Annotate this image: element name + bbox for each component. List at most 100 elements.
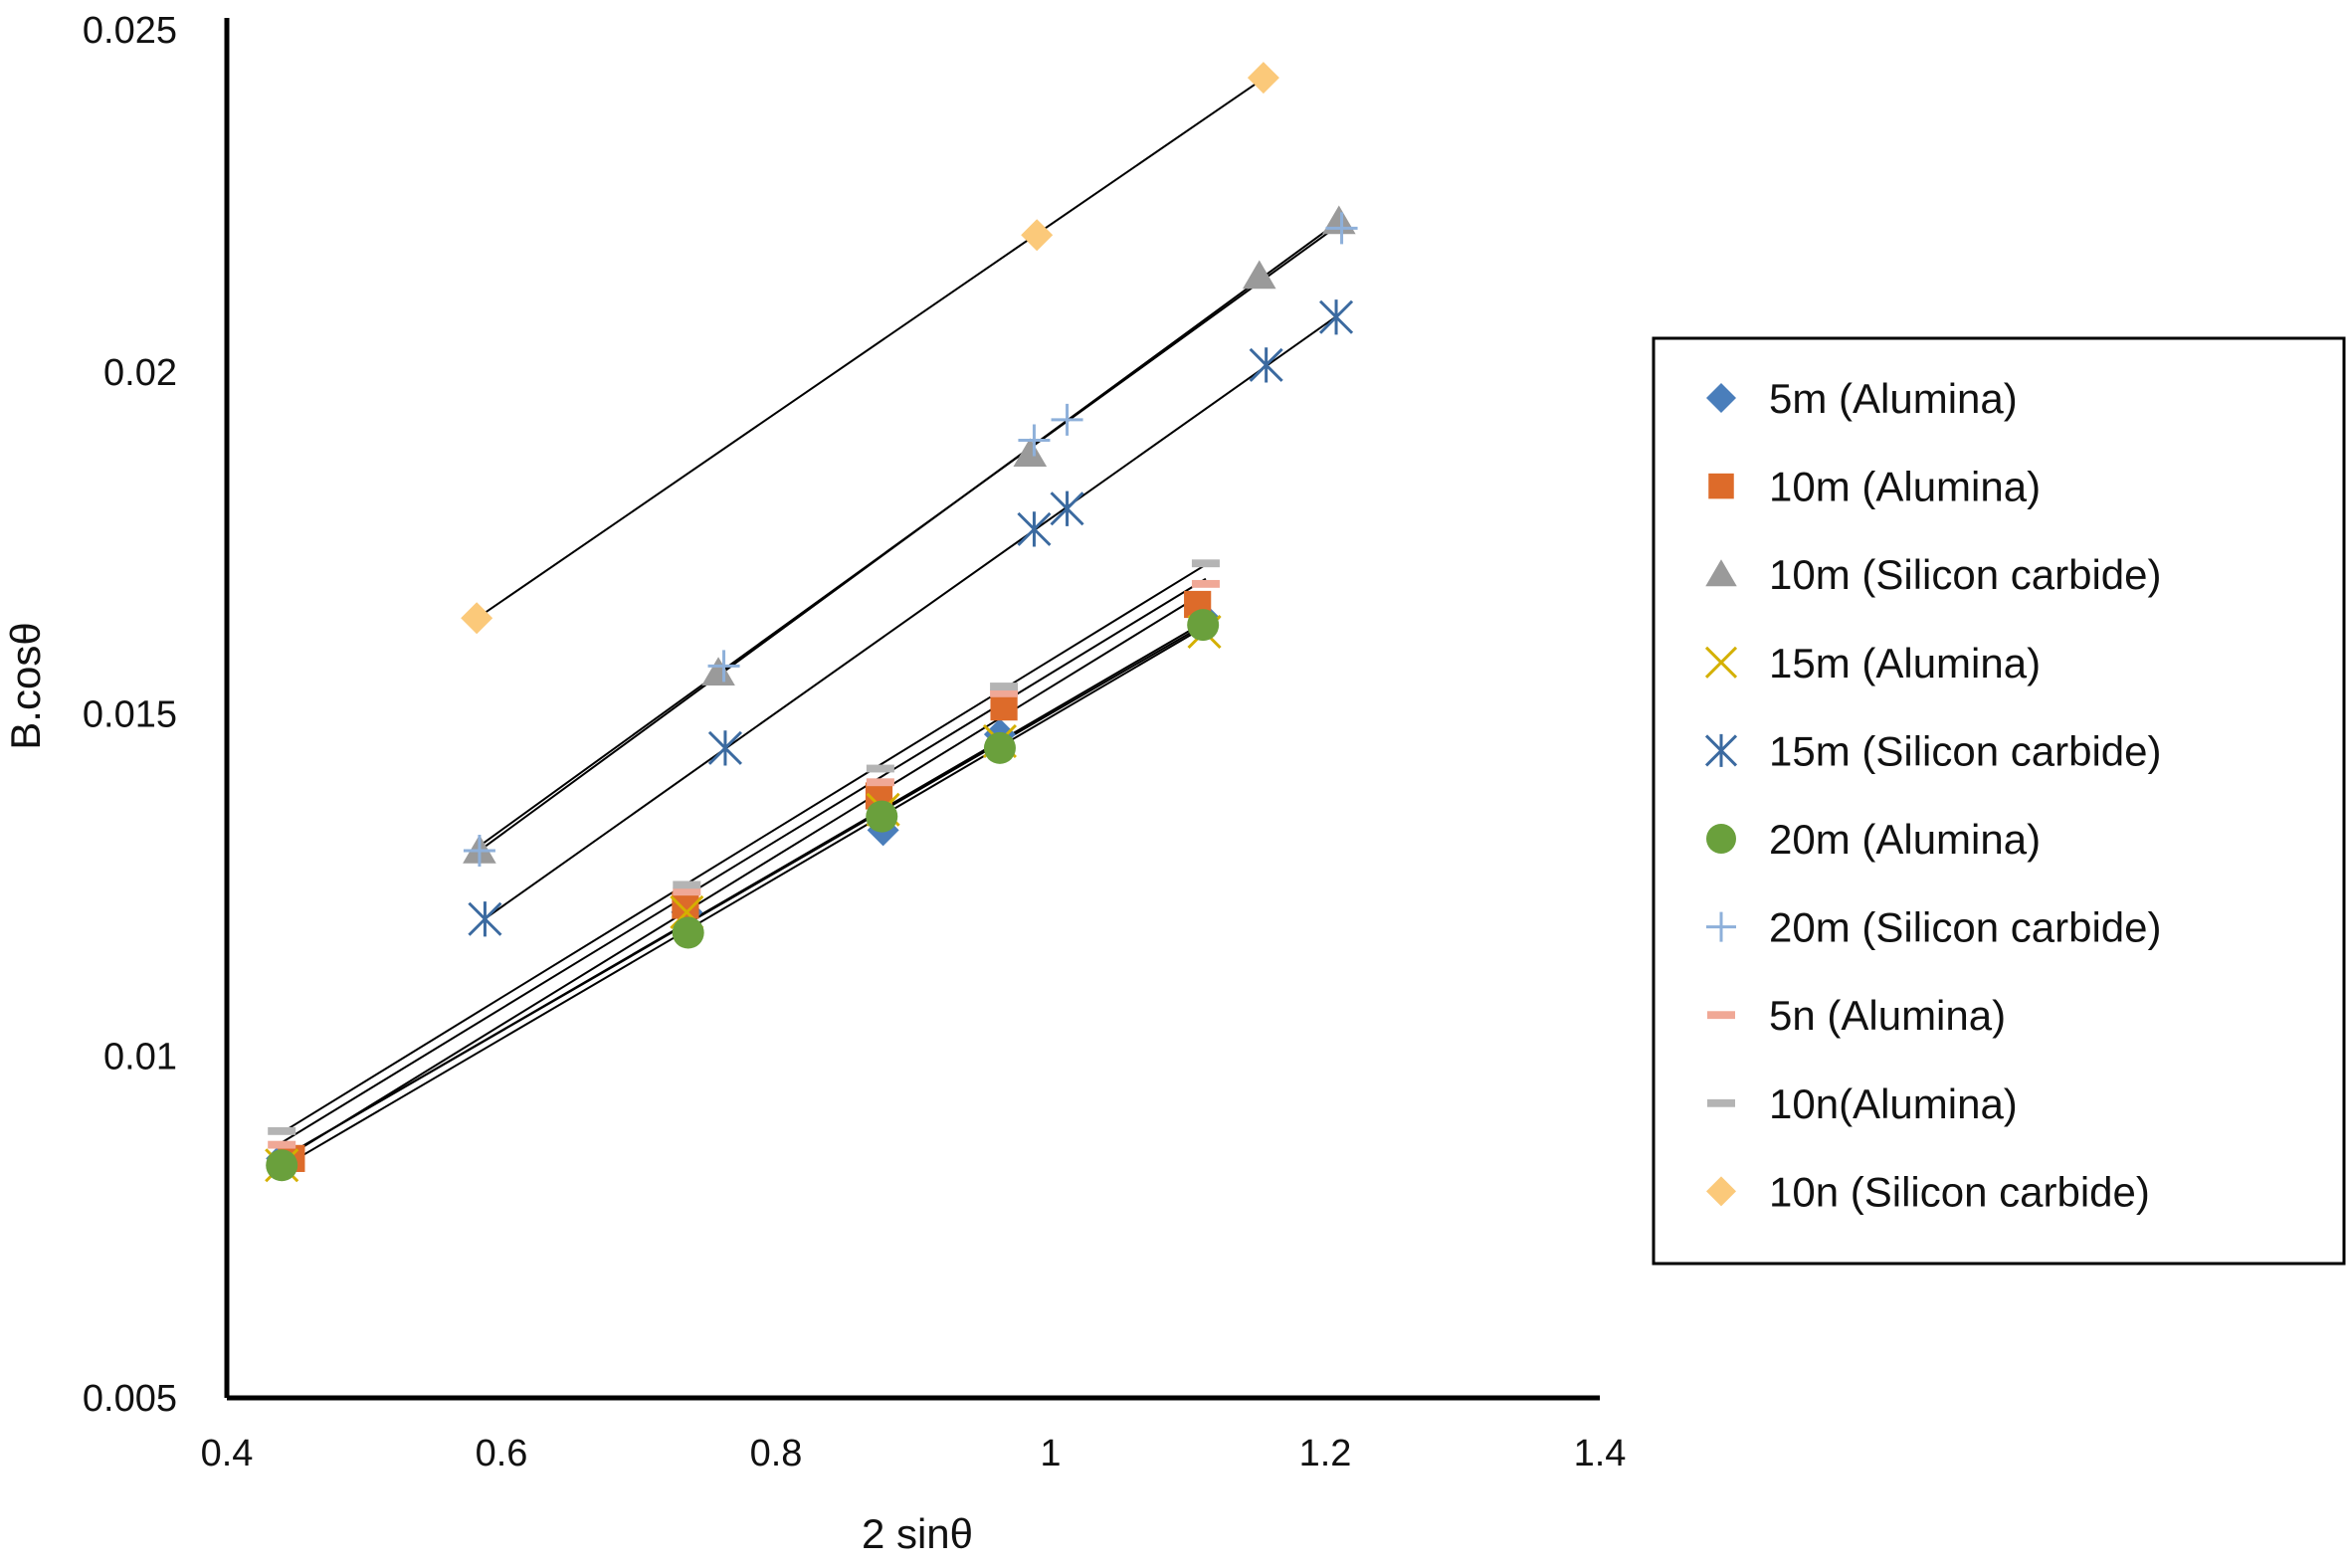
legend-marker bbox=[1706, 824, 1736, 854]
legend-item: 10n (Silicon carbide) bbox=[1706, 1168, 2150, 1215]
legend-label: 10n(Alumina) bbox=[1769, 1080, 2018, 1127]
trendline-15m-silicon-carbide bbox=[484, 315, 1337, 920]
y-axis-ticks: 0.005 0.01 0.015 0.02 0.025 bbox=[83, 10, 177, 1420]
y-tick-label: 0.005 bbox=[83, 1378, 177, 1420]
trendline-10m-alumina bbox=[291, 595, 1199, 1155]
data-point bbox=[1187, 609, 1220, 642]
legend-item: 10m (Alumina) bbox=[1708, 464, 2041, 510]
data-point bbox=[1050, 490, 1084, 526]
legend-label: 20m (Silicon carbide) bbox=[1769, 904, 2162, 951]
y-axis-title: B.cosθ bbox=[2, 622, 49, 749]
trendline-10n-silicon-carbide bbox=[476, 78, 1265, 620]
legend-label: 20m (Alumina) bbox=[1769, 816, 2041, 863]
legend-marker bbox=[1704, 646, 1738, 679]
legend-item: 5n (Alumina) bbox=[1707, 992, 2006, 1039]
markers bbox=[265, 62, 1358, 1183]
legend-label: 10m (Alumina) bbox=[1769, 464, 2041, 510]
data-point bbox=[1017, 511, 1052, 547]
y-tick-label: 0.015 bbox=[83, 694, 177, 736]
data-point bbox=[1325, 212, 1358, 245]
legend-label: 5n (Alumina) bbox=[1769, 992, 2006, 1039]
x-axis-title: 2 sinθ bbox=[862, 1510, 973, 1557]
data-point bbox=[707, 650, 740, 683]
legend-marker bbox=[1706, 911, 1736, 942]
data-point bbox=[673, 881, 701, 889]
data-point bbox=[1013, 438, 1048, 468]
data-point bbox=[1018, 424, 1051, 457]
legend-item: 10m (Silicon carbide) bbox=[1705, 551, 2162, 598]
data-point bbox=[461, 602, 493, 635]
trendlines bbox=[281, 78, 1343, 1169]
x-tick-label: 1.2 bbox=[1299, 1433, 1352, 1474]
data-point bbox=[468, 901, 502, 937]
legend-label: 5m (Alumina) bbox=[1769, 375, 2018, 422]
x-tick-label: 0.6 bbox=[476, 1433, 528, 1474]
trendline-20m-alumina bbox=[281, 627, 1204, 1169]
legend-item: 20m (Alumina) bbox=[1706, 816, 2041, 863]
legend-item: 10n(Alumina) bbox=[1707, 1080, 2018, 1127]
series-20m-alumina bbox=[266, 609, 1220, 1182]
data-point bbox=[983, 731, 1016, 764]
y-tick-label: 0.025 bbox=[83, 10, 177, 52]
data-point bbox=[1191, 559, 1220, 568]
trendline-20m-silicon-carbide bbox=[479, 222, 1343, 848]
legend-label: 15m (Alumina) bbox=[1769, 640, 2041, 686]
data-point bbox=[266, 1149, 298, 1182]
trendline-5n-alumina bbox=[281, 577, 1207, 1144]
data-point bbox=[1051, 403, 1083, 436]
legend-label: 10m (Silicon carbide) bbox=[1769, 551, 2162, 598]
legend-item: 15m (Alumina) bbox=[1704, 640, 2041, 686]
data-point bbox=[707, 730, 743, 766]
trendline-10n-alumina bbox=[281, 563, 1207, 1134]
data-point bbox=[866, 778, 894, 787]
data-point bbox=[1242, 260, 1276, 290]
x-tick-label: 0.8 bbox=[750, 1433, 803, 1474]
series-10m-silicon-carbide bbox=[463, 205, 1356, 864]
trendline-15m-alumina bbox=[281, 624, 1206, 1159]
series-15m-silicon-carbide bbox=[468, 299, 1354, 937]
data-point bbox=[990, 693, 1018, 721]
series-10n-silicon-carbide bbox=[461, 62, 1279, 635]
x-tick-label: 1 bbox=[1040, 1433, 1061, 1474]
data-point bbox=[1191, 579, 1220, 588]
legend-item: 5m (Alumina) bbox=[1706, 375, 2018, 422]
series-10m-alumina bbox=[278, 590, 1212, 1172]
legend-marker bbox=[1705, 559, 1737, 587]
data-point bbox=[268, 1140, 296, 1149]
x-tick-label: 0.4 bbox=[201, 1433, 254, 1474]
data-point bbox=[672, 916, 704, 949]
legend-marker bbox=[1706, 383, 1736, 413]
data-point bbox=[1322, 205, 1356, 235]
data-point bbox=[1021, 219, 1054, 252]
data-point bbox=[463, 835, 495, 867]
data-point bbox=[673, 887, 701, 896]
legend-item: 15m (Silicon carbide) bbox=[1704, 727, 2162, 774]
plot-area bbox=[265, 62, 1358, 1183]
x-axis-ticks: 0.4 0.6 0.8 1 1.2 1.4 bbox=[201, 1433, 1627, 1474]
x-tick-label: 1.4 bbox=[1574, 1433, 1627, 1474]
data-point bbox=[990, 683, 1019, 690]
legend-item: 20m (Silicon carbide) bbox=[1706, 904, 2162, 951]
data-point bbox=[268, 1126, 296, 1135]
legend-label: 15m (Silicon carbide) bbox=[1769, 727, 2162, 774]
data-point bbox=[701, 657, 735, 686]
data-point bbox=[1249, 347, 1283, 383]
y-tick-label: 0.01 bbox=[103, 1036, 177, 1078]
data-point bbox=[1318, 299, 1354, 335]
series-5n-alumina bbox=[268, 579, 1220, 1149]
data-point bbox=[866, 800, 898, 833]
legend-marker bbox=[1708, 473, 1734, 499]
data-point bbox=[1247, 62, 1279, 95]
data-point bbox=[866, 764, 894, 773]
series-5m-alumina bbox=[266, 602, 1221, 1175]
legend-marker bbox=[1706, 1176, 1736, 1207]
legend-label: 10n (Silicon carbide) bbox=[1769, 1168, 2150, 1215]
legend-marker bbox=[1704, 733, 1738, 767]
legend-marker bbox=[1707, 1098, 1735, 1107]
series-20m-silicon-carbide bbox=[463, 212, 1358, 867]
legend-marker bbox=[1707, 1011, 1735, 1020]
legend-box bbox=[1652, 336, 2346, 1266]
series-10n-alumina bbox=[268, 559, 1220, 1135]
